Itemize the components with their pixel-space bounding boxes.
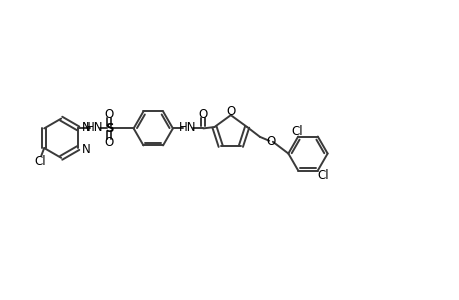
Text: N: N (82, 142, 90, 155)
Text: Cl: Cl (34, 155, 45, 168)
Text: O: O (104, 136, 113, 149)
Text: N: N (82, 121, 90, 134)
Text: S: S (105, 122, 113, 135)
Text: Cl: Cl (291, 124, 302, 138)
Text: HN: HN (86, 121, 103, 134)
Text: O: O (104, 108, 113, 121)
Text: O: O (265, 135, 275, 148)
Text: Cl: Cl (316, 169, 328, 182)
Text: O: O (226, 105, 235, 118)
Text: O: O (198, 108, 207, 121)
Text: HN: HN (179, 121, 196, 134)
